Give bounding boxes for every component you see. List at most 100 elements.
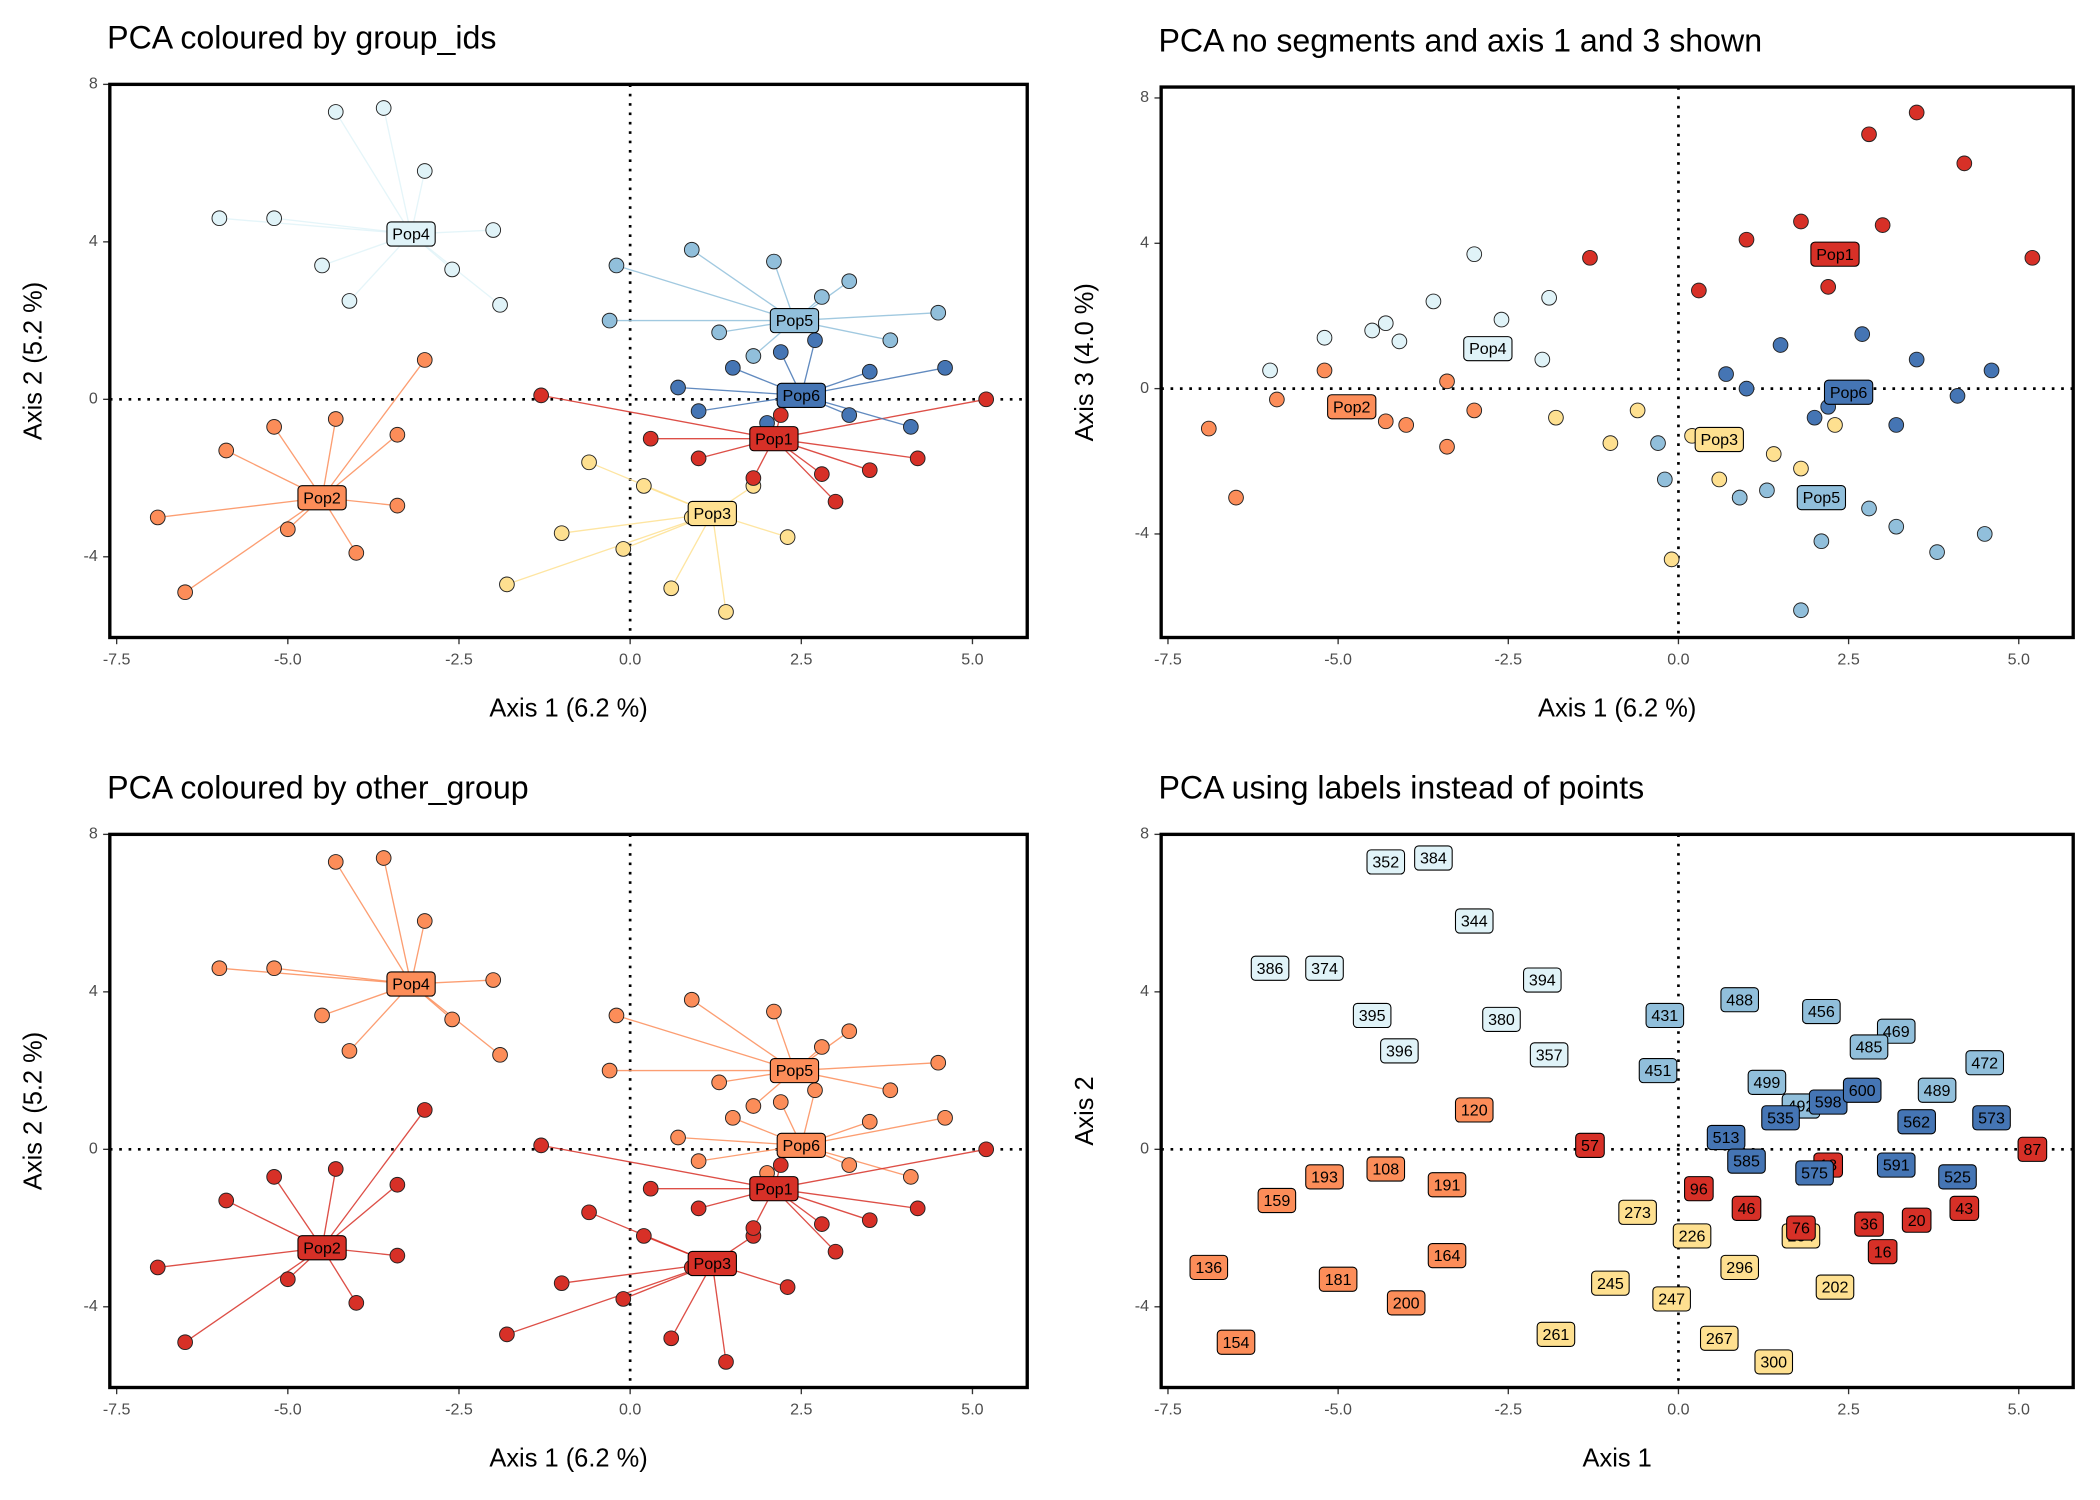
x-tick-label: -5.0	[1324, 1401, 1352, 1419]
point	[1316, 362, 1333, 379]
point	[327, 104, 344, 120]
point-box	[1189, 1254, 1229, 1281]
segment	[616, 264, 795, 322]
point	[779, 1279, 796, 1295]
point-box	[1352, 1002, 1392, 1029]
point-label: 489	[1924, 1082, 1951, 1100]
point-label: 431	[1651, 1007, 1678, 1025]
point	[485, 222, 502, 238]
point	[149, 509, 166, 526]
point-label: 575	[1801, 1165, 1828, 1183]
point	[1759, 482, 1775, 499]
point	[937, 359, 953, 376]
point-label: 585	[1733, 1153, 1760, 1171]
point	[909, 450, 926, 467]
point	[1650, 435, 1666, 451]
x-tick-label: 5.0	[2008, 651, 2030, 669]
point-label: 120	[1461, 1102, 1488, 1120]
point-label: 200	[1393, 1294, 1420, 1312]
point-label: 525	[1944, 1168, 1971, 1186]
centroid-label: Pop3	[1701, 431, 1739, 449]
segment	[157, 497, 323, 519]
point	[690, 450, 707, 467]
point-box	[1523, 967, 1562, 993]
point	[670, 379, 686, 396]
segment	[321, 418, 337, 498]
point-box	[1645, 1002, 1685, 1029]
point	[930, 1054, 947, 1071]
point-label: 96	[1690, 1180, 1708, 1198]
point-box	[1318, 1266, 1358, 1292]
point	[1377, 315, 1394, 332]
centroid-box	[386, 221, 436, 247]
chart-title: PCA no segments and axis 1 and 3 shown	[1158, 22, 1762, 58]
centroid-label: Pop5	[776, 312, 814, 330]
x-tick-label: 5.0	[961, 1401, 983, 1419]
point-label: 46	[1738, 1200, 1756, 1218]
segment	[711, 513, 727, 613]
centroid-box	[297, 1235, 347, 1261]
point-label: 562	[1903, 1113, 1930, 1131]
chart-title: PCA coloured by group_ids	[107, 20, 496, 56]
point	[492, 297, 508, 313]
point	[978, 1141, 994, 1158]
point	[327, 1161, 344, 1177]
point	[389, 1176, 406, 1193]
point	[1820, 279, 1837, 295]
point-label: 395	[1359, 1007, 1386, 1025]
point	[1983, 362, 2000, 379]
centroid-label: Pop1	[755, 1180, 793, 1198]
point	[1731, 489, 1748, 506]
point	[444, 261, 460, 278]
point-box	[1867, 1239, 1898, 1265]
point	[745, 348, 762, 364]
y-tick-label: 8	[1140, 88, 1149, 106]
point	[841, 407, 858, 423]
y-tick-label: 8	[89, 825, 98, 843]
point	[1582, 249, 1598, 266]
x-axis-title: Axis 1	[1583, 1445, 1652, 1473]
point	[841, 273, 858, 290]
x-tick-label: -2.5	[445, 1401, 473, 1419]
segment	[506, 1262, 713, 1335]
point	[1888, 518, 1905, 535]
y-tick-label: -4	[1135, 1297, 1149, 1315]
point	[1765, 446, 1782, 462]
centroid-label: Pop2	[1333, 398, 1371, 416]
centroid-label: Pop4	[392, 226, 430, 244]
centroid-label: Pop5	[776, 1062, 814, 1080]
point	[1656, 471, 1673, 488]
point	[341, 293, 358, 309]
point-box	[1876, 1152, 1916, 1178]
centroid-label: Pop4	[1469, 340, 1507, 358]
point	[1364, 322, 1380, 339]
point	[937, 1109, 953, 1126]
y-axis-title: Axis 2 (5.2 %)	[20, 282, 48, 440]
point-box	[1972, 1105, 2011, 1131]
point	[841, 1023, 858, 1040]
centroid-box	[297, 485, 347, 511]
centroid-label: Pop1	[755, 430, 793, 448]
point	[1425, 293, 1442, 310]
point	[861, 462, 878, 479]
y-tick-label: 0	[1140, 379, 1149, 397]
x-axis-title: Axis 1 (6.2 %)	[489, 1445, 647, 1473]
point	[1398, 417, 1415, 433]
point-box	[1250, 955, 1290, 981]
point-box	[1917, 1077, 1957, 1103]
point	[718, 1354, 734, 1370]
y-tick-label: 4	[89, 232, 98, 250]
point	[882, 1082, 899, 1099]
point	[327, 854, 344, 870]
y-tick-label: 0	[1140, 1140, 1149, 1158]
point-label: 396	[1386, 1042, 1413, 1060]
point	[533, 387, 549, 404]
point-box	[1815, 1274, 1855, 1300]
point	[341, 1043, 358, 1059]
point	[711, 324, 727, 341]
plot-frame	[108, 82, 1029, 640]
point	[218, 1192, 235, 1209]
point	[266, 210, 282, 227]
x-tick-label: -2.5	[445, 651, 473, 669]
point	[1663, 551, 1680, 568]
